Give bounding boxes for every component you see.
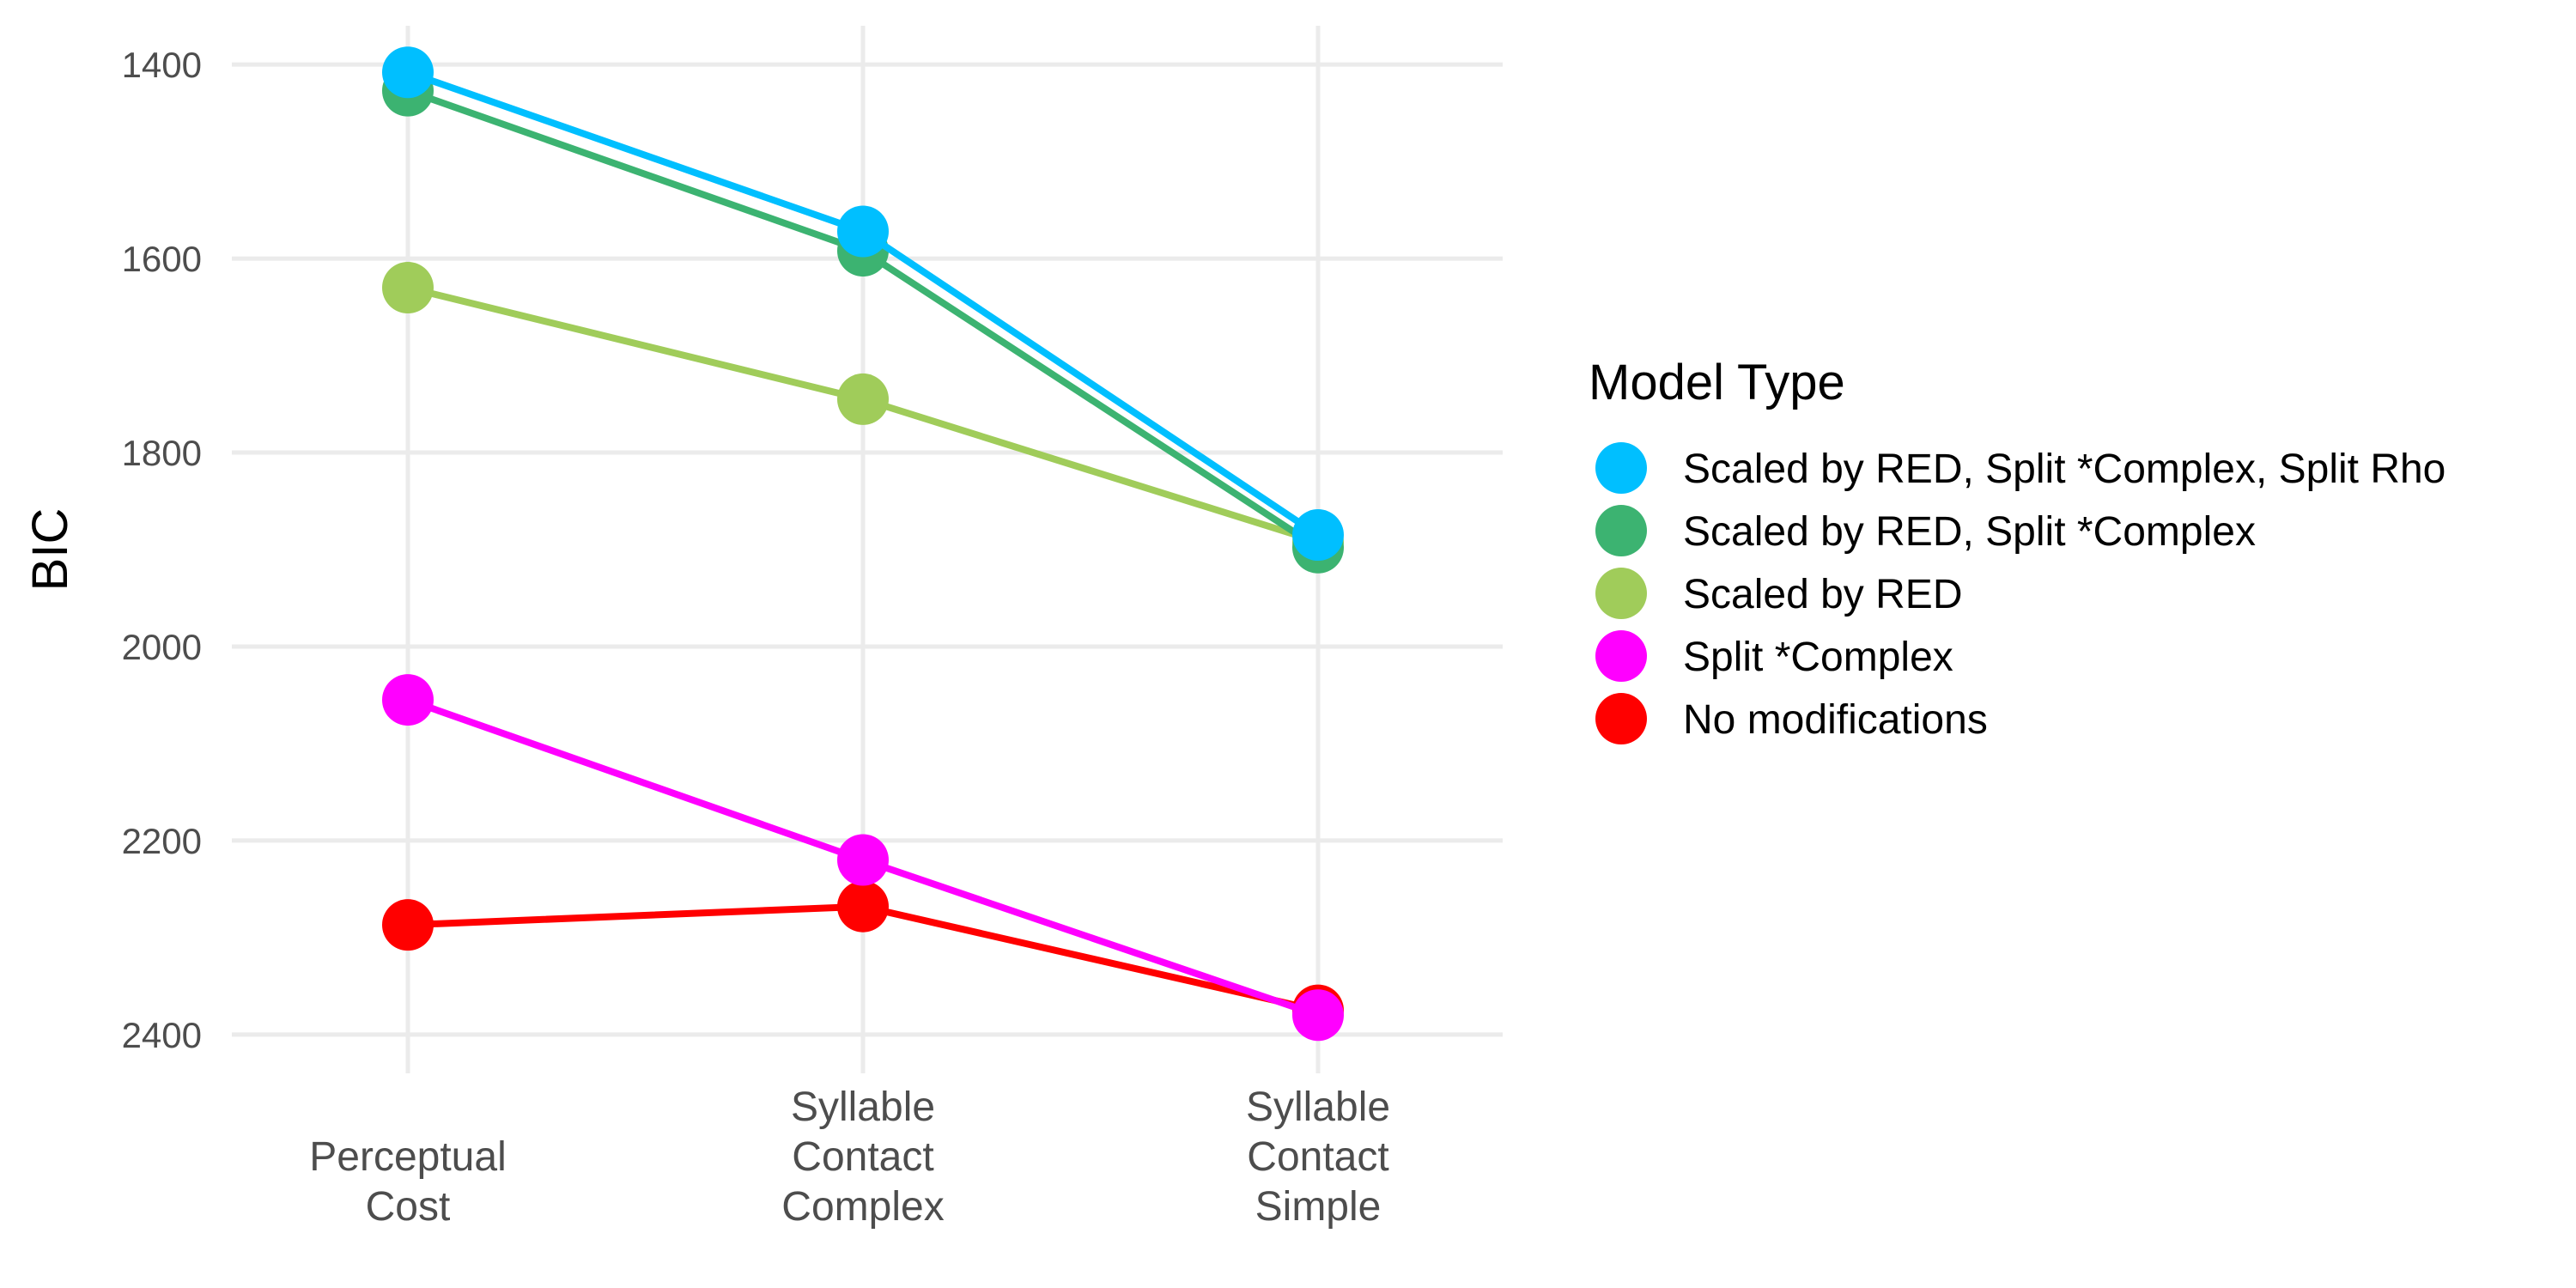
y-tick-label: 2000 [122, 627, 202, 667]
legend-swatch [1595, 693, 1647, 744]
legend-item: Scaled by RED [1595, 568, 1962, 619]
y-tick-label: 1600 [122, 239, 202, 279]
x-tick-label: Perceptual Cost [309, 1134, 506, 1230]
x-tick-label-line: Cost [366, 1184, 451, 1230]
legend-item: Scaled by RED, Split *Complex, Split Rho [1595, 442, 2445, 494]
data-point [837, 834, 889, 886]
legend-swatch [1595, 442, 1647, 494]
y-tick-label: 2400 [122, 1015, 202, 1055]
legend-swatch [1595, 505, 1647, 556]
y-axis-ticks: 1400 1600 1800 2000 2200 2400 [122, 45, 202, 1055]
data-point [1292, 989, 1344, 1042]
legend-swatch [1595, 568, 1647, 619]
data-point [382, 899, 434, 951]
data-point [837, 205, 889, 258]
data-point [837, 373, 889, 425]
x-tick-label-line: Complex [781, 1184, 944, 1230]
x-tick-label-line: Perceptual [309, 1134, 506, 1180]
y-tick-label: 1400 [122, 45, 202, 85]
series-lines [382, 46, 1344, 1042]
x-tick-label: Syllable Contact Simple [1246, 1084, 1390, 1230]
x-tick-label-line: Syllable [791, 1084, 935, 1130]
legend-item: Split *Complex [1595, 630, 1953, 682]
legend-label: Scaled by RED, Split *Complex [1683, 509, 2256, 555]
x-tick-label-line: Syllable [1246, 1084, 1390, 1130]
data-point [837, 880, 889, 933]
data-point [382, 46, 434, 99]
series-4 [382, 46, 1344, 562]
legend-items: Scaled by RED, Split *Complex, Split Rho… [1595, 442, 2445, 744]
x-tick-label-line: Simple [1255, 1184, 1382, 1230]
legend-item: No modifications [1595, 693, 1988, 744]
y-tick-label: 2200 [122, 821, 202, 861]
legend-label: Split *Complex [1683, 635, 1953, 680]
legend-title: Model Type [1589, 355, 1845, 410]
data-point [1292, 509, 1344, 562]
y-tick-label: 1800 [122, 433, 202, 473]
data-point [382, 674, 434, 726]
legend: Model Type Scaled by RED, Split *Complex… [1589, 355, 2445, 744]
legend-label: Scaled by RED [1683, 572, 1962, 617]
series-1 [382, 674, 1344, 1042]
x-tick-label-line: Contact [1247, 1134, 1388, 1180]
data-point [382, 262, 434, 313]
x-tick-label: Syllable Contact Complex [781, 1084, 944, 1230]
legend-swatch [1595, 630, 1647, 682]
legend-label: Scaled by RED, Split *Complex, Split Rho [1683, 447, 2445, 492]
y-axis-title: BIC [22, 508, 78, 592]
legend-item: Scaled by RED, Split *Complex [1595, 505, 2256, 556]
legend-label: No modifications [1683, 697, 1988, 743]
x-tick-label-line: Contact [792, 1134, 933, 1180]
